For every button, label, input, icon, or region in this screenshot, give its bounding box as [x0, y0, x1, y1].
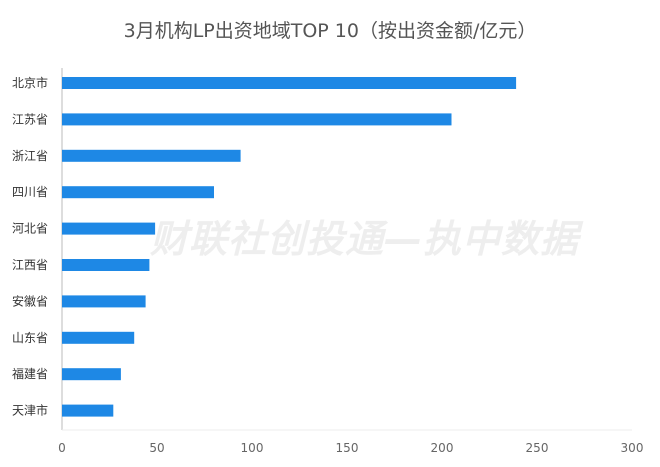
bar-2: [62, 149, 241, 162]
category-label-8: 福建省: [12, 366, 48, 381]
category-label-2: 浙江省: [12, 149, 48, 163]
watermark: 财联社创投通—执中数据: [150, 217, 580, 261]
x-tick-labels: 0 50 100 150 200 250 300: [58, 441, 643, 455]
x-tick-label-5: 250: [526, 441, 549, 455]
bar-3: [62, 186, 214, 199]
bar-6: [62, 295, 146, 308]
x-tick-label-2: 100: [241, 441, 264, 455]
category-label-7: 山东省: [12, 331, 48, 345]
bar-9: [62, 404, 114, 417]
x-tick-label-6: 300: [621, 441, 644, 455]
bar-8: [62, 368, 121, 381]
bar-0: [62, 77, 517, 89]
category-label-1: 江苏省: [12, 112, 48, 126]
x-tick-label-3: 150: [336, 441, 359, 455]
bar-4: [62, 222, 156, 235]
x-tick-label-1: 50: [149, 441, 164, 455]
x-tick-label-0: 0: [58, 441, 66, 455]
category-label-9: 天津市: [12, 403, 48, 418]
category-label-4: 河北省: [12, 222, 48, 236]
category-label-6: 安徽省: [12, 293, 48, 308]
chart-title: 3月机构LP出资地域TOP 10（按出资金额/亿元）: [123, 20, 537, 42]
category-label-3: 四川省: [12, 185, 48, 199]
bar-7: [62, 331, 135, 344]
bars-group: [62, 77, 517, 417]
category-label-0: 北京市: [12, 75, 48, 90]
category-label-5: 江西省: [12, 258, 48, 272]
x-tick-label-4: 200: [431, 441, 454, 455]
bar-1: [62, 113, 452, 126]
bar-5: [62, 259, 150, 271]
